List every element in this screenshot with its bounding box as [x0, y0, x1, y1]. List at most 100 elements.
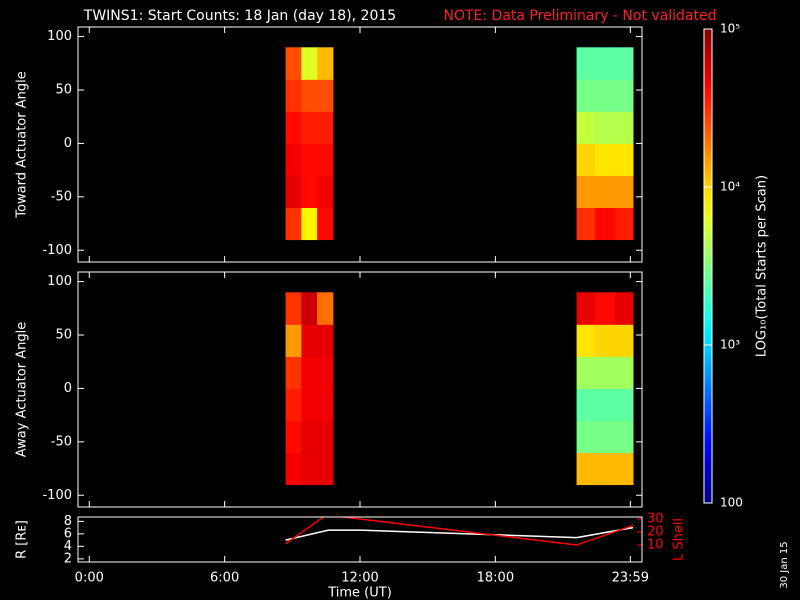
- y-axis-label: R [Rᴇ]: [15, 520, 30, 559]
- heatmap-cell: [614, 111, 634, 144]
- heatmap-cell: [301, 111, 318, 144]
- colorbar-tick-label: 10⁵: [720, 22, 740, 36]
- heatmap-cell: [285, 111, 302, 144]
- axis-frame: [77, 26, 643, 263]
- heatmap-cell: [285, 292, 302, 325]
- note: NOTE: Data Preliminary - Not validated: [443, 8, 716, 24]
- heatmap-cell: [576, 324, 596, 357]
- heatmap-cell: [317, 324, 334, 357]
- y-tick-label: -100: [42, 243, 72, 258]
- heatmap-cell: [317, 452, 334, 486]
- y2-tick-label: 10: [647, 538, 664, 553]
- heatmap-cell: [576, 175, 596, 209]
- heatmap-cell: [285, 452, 302, 486]
- heatmap-cell: [317, 111, 334, 144]
- axis-frame: [77, 516, 643, 563]
- heatmap-cell: [285, 324, 302, 357]
- y2-axis-label: L Shell: [672, 518, 687, 561]
- heatmap-cell: [576, 356, 596, 389]
- axis-frame: [77, 271, 643, 508]
- y-tick-label: 100: [47, 274, 72, 289]
- y-tick-label: 6: [64, 526, 72, 541]
- heatmap-cell: [285, 356, 302, 389]
- heatmap-cell: [594, 47, 616, 80]
- heatmap-cell: [576, 79, 596, 112]
- line: [285, 517, 634, 546]
- heatmap-cell: [614, 47, 634, 80]
- x-tick-label: 12:00: [341, 571, 378, 586]
- heatmap-cell: [317, 79, 334, 112]
- heatmap-cell: [614, 420, 634, 454]
- heatmap-cell: [301, 143, 318, 176]
- heatmap-cell: [594, 175, 616, 209]
- heatmap-cell: [285, 207, 302, 241]
- heatmap-cell: [614, 324, 634, 357]
- x-tick-label: 6:00: [210, 571, 239, 586]
- colorbar-tick-label: 100: [720, 496, 743, 510]
- heatmap-cell: [576, 452, 596, 486]
- line-group: [285, 517, 634, 546]
- x-tick-label: 23:59: [612, 571, 649, 586]
- colorbar-label: LOG₁₀(Total Starts per Scan): [755, 175, 770, 357]
- heatmap-cell: [576, 420, 596, 454]
- y-tick-label: -50: [51, 434, 72, 449]
- heatmap-cell: [301, 388, 318, 421]
- heatmap-cell: [317, 175, 334, 209]
- y2-tick-label: 30: [647, 511, 664, 526]
- heatmap-cell: [594, 420, 616, 454]
- colorbar: [703, 28, 713, 504]
- y-tick-label: 8: [64, 514, 72, 529]
- y-tick-label: 100: [47, 29, 72, 44]
- chart-title: TWINS1: Start Counts: 18 Jan (day 18), 2…: [83, 8, 396, 24]
- heatmap-cell: [576, 207, 596, 241]
- heatmap-cell: [285, 388, 302, 421]
- heatmap-cell: [594, 79, 616, 112]
- heatmap-cell: [594, 292, 616, 325]
- y-tick-label: 0: [64, 381, 72, 396]
- heatmap-cell: [317, 207, 334, 241]
- heatmap-cell: [317, 143, 334, 176]
- heatmap-cell: [614, 79, 634, 112]
- y-axis-label: Away Actuator Angle: [15, 322, 30, 457]
- heatmap-cell: [594, 388, 616, 421]
- heatmap-cell: [614, 356, 634, 389]
- heatmap-cell: [301, 79, 318, 112]
- x-tick-label: 18:00: [477, 571, 514, 586]
- heatmap-cell: [576, 47, 596, 80]
- y2-tick-label: 20: [647, 525, 664, 540]
- x-axis-label: Time (UT): [327, 586, 392, 600]
- y-tick-label: -100: [42, 488, 72, 503]
- y-tick-label: 2: [64, 551, 72, 566]
- heatmap-cell: [594, 111, 616, 144]
- x-tick-label: 0:00: [75, 571, 104, 586]
- heatmap-cell: [301, 356, 318, 389]
- heatmap-cell: [285, 175, 302, 209]
- heatmap-cell: [285, 79, 302, 112]
- heatmap-cell: [317, 292, 334, 325]
- date-stamp: 30 Jan 15: [779, 541, 790, 588]
- heatmap-cell: [285, 47, 302, 80]
- heatmap-cell: [301, 292, 318, 325]
- heatmap-cell: [301, 207, 318, 241]
- heatmap-cell: [594, 356, 616, 389]
- heatmap-cell: [317, 420, 334, 454]
- heatmap-cell: [317, 356, 334, 389]
- y-tick-label: -50: [51, 189, 72, 204]
- heatmap-cell: [301, 175, 318, 209]
- heatmap-cell: [614, 388, 634, 421]
- heatmap-cell: [301, 324, 318, 357]
- heatmap-cell: [576, 292, 596, 325]
- heatmap-cell: [317, 47, 334, 80]
- heatmap-cell: [614, 452, 634, 486]
- heatmap-cell: [614, 207, 634, 241]
- heatmap-cell: [594, 143, 616, 176]
- heatmap-cell: [614, 143, 634, 176]
- y-axis-label: Toward Actuator Angle: [15, 71, 30, 218]
- heatmap-cell: [285, 143, 302, 176]
- heatmap-cell: [594, 452, 616, 486]
- heatmap-cell: [301, 452, 318, 486]
- colorbar-tick-label: 10⁴: [720, 180, 740, 194]
- y-tick-label: 50: [55, 328, 72, 343]
- y-tick-label: 4: [64, 539, 72, 554]
